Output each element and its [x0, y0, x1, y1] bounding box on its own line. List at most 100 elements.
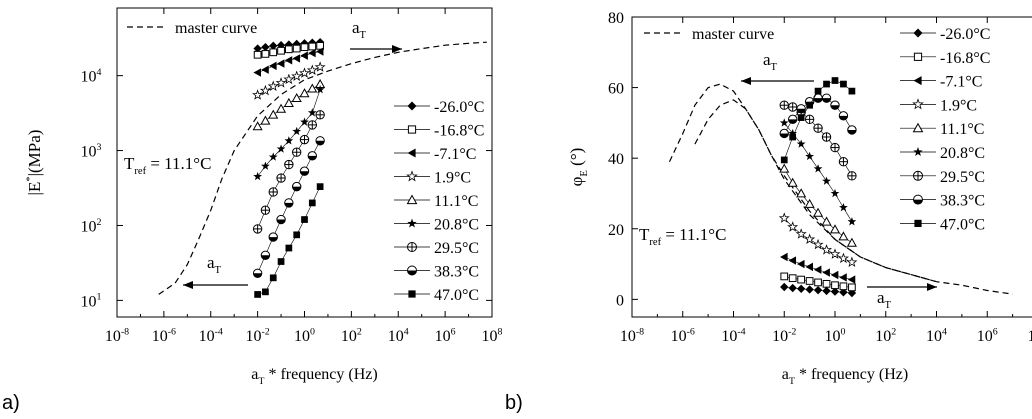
b-point-4: [796, 188, 807, 198]
b-point-6: [847, 171, 857, 181]
b-point-6: [830, 142, 840, 153]
a-point-1: [300, 43, 309, 52]
b-point-7: [830, 100, 840, 110]
a-point-5: [307, 108, 317, 117]
a-point-2: [269, 61, 277, 71]
b-point-8: [806, 101, 813, 109]
b-point-4: [779, 163, 790, 173]
a-y-axis-label: |E*|(MPa): [25, 130, 44, 196]
a-point-7: [268, 232, 278, 242]
b-point-8: [780, 156, 788, 164]
b-point-7-fill: [822, 98, 831, 103]
a-x-tick-label: 10-8: [105, 326, 129, 345]
b-point-2: [788, 256, 797, 265]
b-point-1: [797, 275, 806, 284]
a-x-tick-label: 10-6: [152, 326, 176, 345]
b-shift-arrow-left-head: [741, 77, 751, 85]
b-legend-label-7: 38.3°C: [940, 193, 985, 210]
b-legend-label-6: 29.5°C: [940, 169, 985, 186]
a-point-1: [292, 44, 301, 53]
a-point-7-fill: [308, 155, 317, 161]
b-point-8: [831, 77, 839, 84]
a-shift-label-top: aT: [352, 18, 367, 41]
b-point-5: [779, 118, 789, 127]
b-legend-marker-7-fill: [913, 199, 923, 205]
a-point-7: [260, 250, 271, 260]
a-point-6: [260, 205, 271, 215]
a-point-8: [262, 288, 269, 296]
b-point-0: [822, 286, 831, 296]
a-point-6: [299, 134, 310, 145]
a-point-2: [261, 65, 269, 74]
a-point-7: [284, 198, 294, 208]
a-point-5: [276, 144, 286, 153]
b-point-0: [796, 284, 806, 293]
a-legend-label-6: 29.5°C: [434, 240, 479, 257]
b-point-4: [787, 177, 798, 187]
a-legend-marker-6: [407, 242, 417, 252]
b-legend-label-3: 1.9°C: [940, 97, 977, 114]
a-point-4: [299, 88, 310, 98]
a-legend-label-0: -26.0°C: [434, 99, 484, 116]
b-x-axis-label: aT * frequency (Hz): [782, 366, 908, 387]
a-point-7-fill: [292, 186, 301, 191]
a-point-8: [293, 231, 301, 239]
b-legend-marker-0: [913, 28, 923, 38]
b-point-2: [839, 273, 847, 282]
a-point-4: [307, 83, 318, 93]
b-point-7: [779, 128, 789, 139]
b-point-7-fill: [788, 119, 797, 124]
a-shift-arrow-right-head: [392, 45, 402, 53]
b-point-2: [822, 268, 830, 277]
b-point-4: [846, 237, 857, 247]
b-point-1: [822, 279, 831, 288]
a-point-3: [314, 61, 326, 72]
a-legend-label-8: 47.0°C: [434, 287, 479, 304]
a-point-2: [253, 68, 261, 77]
a-point-4: [276, 103, 287, 113]
b-point-5: [813, 164, 823, 173]
a-y-tick-label: 101: [81, 292, 102, 311]
b-point-3: [846, 256, 858, 267]
b-point-7-fill: [830, 105, 840, 110]
a-point-7-fill: [300, 171, 309, 176]
b-legend-marker-2: [913, 76, 922, 86]
b-point-1: [831, 281, 839, 290]
a-point-5: [300, 117, 309, 126]
b-point-4: [829, 224, 841, 234]
b-point-3: [829, 248, 841, 259]
b-point-3: [795, 228, 807, 239]
a-point-4: [268, 109, 279, 119]
b-point-4: [838, 231, 849, 241]
a-legend-marker-5: [407, 218, 417, 228]
a-point-5: [253, 171, 263, 181]
b-y-tick-label: 80: [608, 10, 624, 27]
b-point-1: [780, 272, 789, 281]
a-point-3: [267, 80, 279, 92]
a-x-axis-label: aT * frequency (Hz): [251, 366, 377, 387]
a-point-6: [307, 120, 317, 130]
a-point-6: [276, 173, 286, 183]
a-point-6: [315, 110, 325, 120]
a-point-5: [315, 85, 325, 94]
a-point-0: [269, 41, 278, 51]
b-point-0: [830, 287, 840, 296]
a-point-1: [277, 46, 285, 55]
b-legend-label-2: -7.1°C: [940, 74, 982, 91]
b-master-curve-1: [694, 99, 937, 283]
a-point-7-fill: [276, 219, 286, 224]
b-point-7-fill: [839, 115, 848, 121]
a-point-5: [268, 152, 278, 161]
b-y-tick-label: 40: [608, 151, 624, 168]
a-x-tick-label: 10-4: [199, 326, 223, 345]
b-point-7: [796, 104, 806, 114]
b-point-5: [805, 151, 815, 161]
b-point-2: [805, 262, 813, 272]
a-point-2: [315, 47, 324, 56]
a-point-7: [307, 151, 317, 161]
a-x-tick-label: 104: [388, 326, 409, 345]
a-point-7-fill: [253, 273, 262, 278]
a-point-7-fill: [269, 237, 278, 242]
b-point-0: [805, 285, 814, 294]
b-point-3: [812, 238, 824, 250]
